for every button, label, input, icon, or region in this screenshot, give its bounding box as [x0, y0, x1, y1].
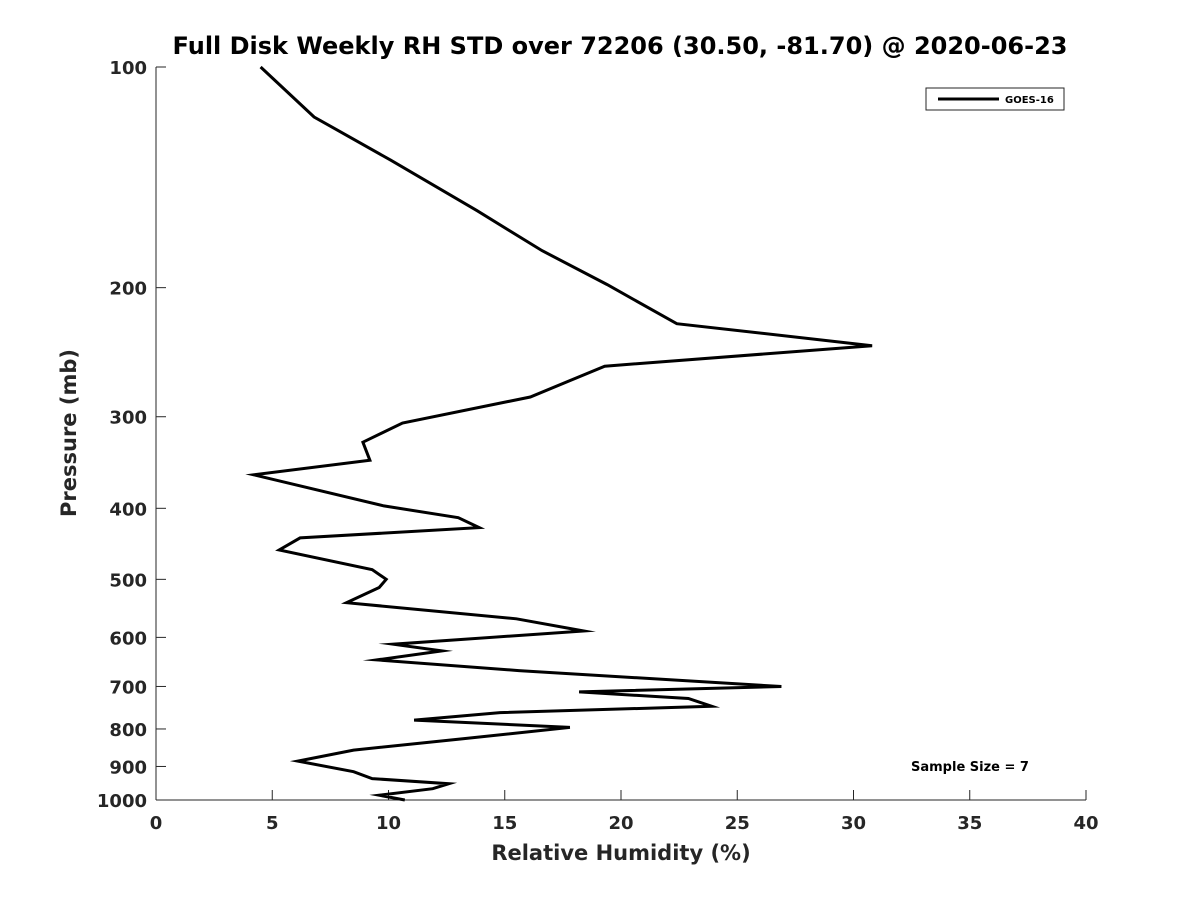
- y-tick-label: 1000: [97, 791, 147, 812]
- series-layer: [245, 65, 873, 802]
- x-tick-label: 0: [150, 813, 163, 834]
- x-tick-label: 30: [841, 813, 866, 834]
- x-tick-label: 25: [725, 813, 750, 834]
- series-line-goes-16: [245, 65, 873, 802]
- legend: GOES-16: [925, 87, 1065, 111]
- chart-title: Full Disk Weekly RH STD over 72206 (30.5…: [173, 32, 1068, 60]
- y-ticks: 100 200 300 400 500 600 700 800 900 1000: [97, 58, 166, 812]
- y-tick-label: 200: [109, 279, 147, 300]
- x-tick-label: 15: [492, 813, 517, 834]
- y-tick-label: 100: [109, 58, 147, 79]
- y-tick-label: 700: [109, 677, 147, 698]
- y-tick-label: 900: [109, 757, 147, 778]
- x-tick-label: 10: [376, 813, 401, 834]
- legend-label-goes-16: GOES-16: [1005, 95, 1054, 106]
- x-ticks: 0 5 10 15 20 25 30 35 40: [150, 790, 1099, 834]
- y-tick-label: 600: [109, 628, 147, 649]
- y-axis-label: Pressure (mb): [57, 349, 81, 517]
- y-tick-label: 800: [109, 720, 147, 741]
- sample-size-annotation: Sample Size = 7: [911, 760, 1029, 775]
- x-tick-label: 40: [1073, 813, 1098, 834]
- y-tick-label: 400: [109, 499, 147, 520]
- y-tick-label: 300: [109, 408, 147, 429]
- x-tick-label: 20: [608, 813, 633, 834]
- x-tick-label: 5: [266, 813, 279, 834]
- x-tick-label: 35: [957, 813, 982, 834]
- x-axis-label: Relative Humidity (%): [491, 841, 750, 865]
- y-tick-label: 500: [109, 570, 147, 591]
